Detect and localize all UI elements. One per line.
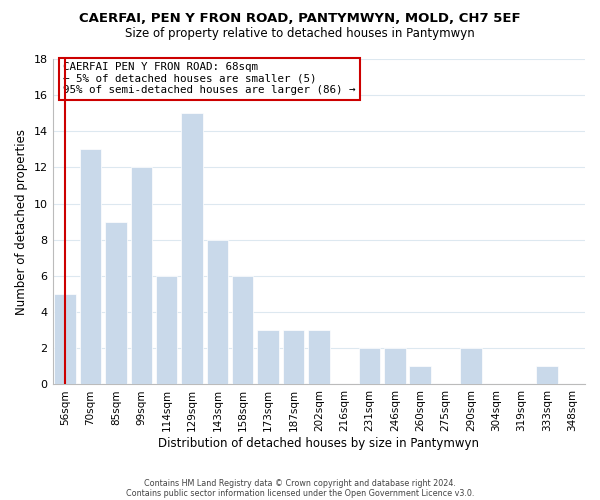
Bar [55,294,76,384]
Bar [384,348,406,384]
Bar [181,113,203,384]
Bar [283,330,304,384]
Text: CAERFAI PEN Y FRON ROAD: 68sqm
← 5% of detached houses are smaller (5)
95% of se: CAERFAI PEN Y FRON ROAD: 68sqm ← 5% of d… [63,62,356,96]
Bar [359,348,380,384]
Bar [156,276,178,384]
Bar [460,348,482,384]
Bar [131,168,152,384]
Y-axis label: Number of detached properties: Number of detached properties [15,128,28,314]
Bar [536,366,558,384]
Bar [80,150,101,384]
Bar [206,240,228,384]
Text: Contains HM Land Registry data © Crown copyright and database right 2024.: Contains HM Land Registry data © Crown c… [144,478,456,488]
Bar [409,366,431,384]
Bar [105,222,127,384]
Text: Contains public sector information licensed under the Open Government Licence v3: Contains public sector information licen… [126,488,474,498]
Bar [308,330,329,384]
X-axis label: Distribution of detached houses by size in Pantymwyn: Distribution of detached houses by size … [158,437,479,450]
Bar [232,276,253,384]
Text: Size of property relative to detached houses in Pantymwyn: Size of property relative to detached ho… [125,28,475,40]
Bar [257,330,279,384]
Text: CAERFAI, PEN Y FRON ROAD, PANTYMWYN, MOLD, CH7 5EF: CAERFAI, PEN Y FRON ROAD, PANTYMWYN, MOL… [79,12,521,26]
